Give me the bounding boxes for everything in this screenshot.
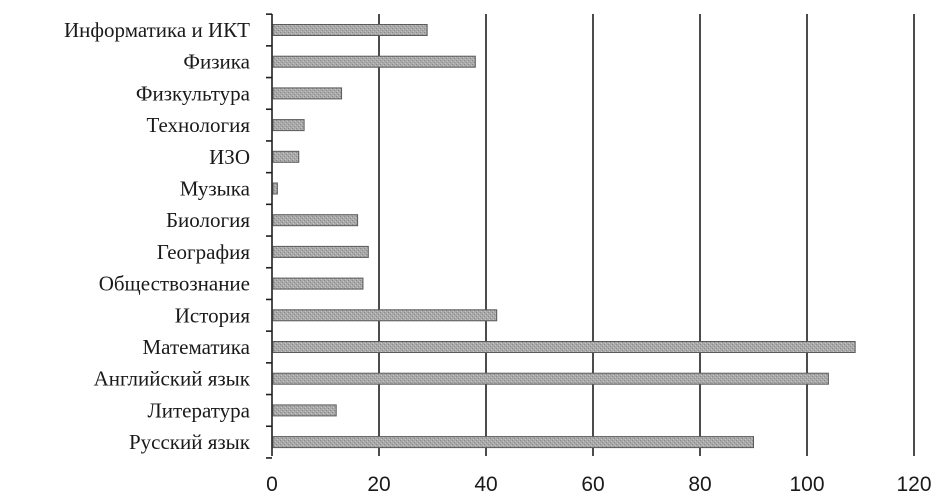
category-label-2: Физкультура xyxy=(136,81,251,105)
bar-5 xyxy=(272,182,278,195)
bar-12 xyxy=(272,404,337,417)
x-tick-label-120: 120 xyxy=(896,473,931,496)
category-labels: Информатика и ИКТ Физика Физкультура Технол… xyxy=(64,18,251,454)
bars xyxy=(272,24,856,449)
bar-0 xyxy=(272,24,428,36)
category-label-10: Математика xyxy=(143,335,251,359)
category-label-9: История xyxy=(175,303,251,327)
category-label-12: Литература xyxy=(148,398,251,422)
bar-13 xyxy=(272,436,754,449)
category-label-3: Технология xyxy=(146,113,250,137)
bar-10 xyxy=(272,341,856,353)
x-tick-label-100: 100 xyxy=(789,473,824,496)
x-tick-label-60: 60 xyxy=(581,473,604,496)
category-label-1: Физика xyxy=(183,50,250,74)
x-tick-label-40: 40 xyxy=(474,473,497,496)
bar-9 xyxy=(272,309,498,322)
bar-4 xyxy=(272,150,300,163)
bar-2 xyxy=(272,87,343,100)
bar-7 xyxy=(272,245,369,258)
category-label-5: Музыка xyxy=(180,177,251,201)
category-label-4: ИЗО xyxy=(209,145,250,169)
bar-8 xyxy=(272,277,364,290)
x-tick-label-80: 80 xyxy=(688,473,711,496)
category-label-6: Биология xyxy=(166,208,250,232)
x-tick-label-20: 20 xyxy=(367,473,390,496)
bar-11 xyxy=(272,372,829,385)
category-label-0: Информатика и ИКТ xyxy=(64,18,250,42)
bar-6 xyxy=(272,214,359,227)
bar-3 xyxy=(272,119,305,132)
x-tick-label-0: 0 xyxy=(266,473,278,496)
category-label-11: Английский язык xyxy=(94,367,251,391)
category-label-7: География xyxy=(157,240,251,264)
category-label-8: Обществознание xyxy=(99,272,250,296)
bar-1 xyxy=(272,55,476,68)
category-label-13: Русский язык xyxy=(129,430,251,454)
gridlines xyxy=(266,13,915,459)
x-tick-labels: 0 20 40 60 80 100 120 xyxy=(266,473,931,496)
